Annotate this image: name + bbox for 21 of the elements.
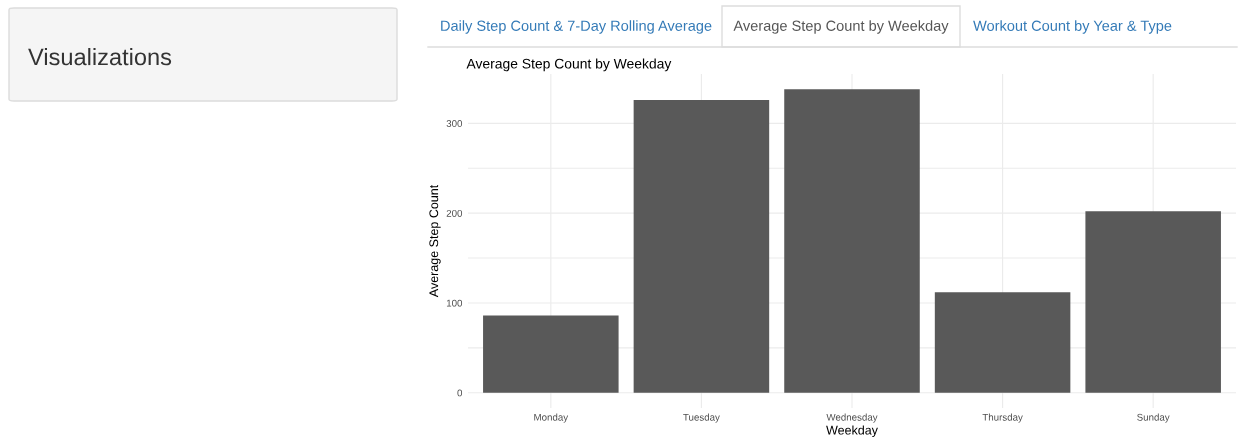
x-tick-label: Sunday	[1137, 413, 1170, 423]
bar	[784, 89, 920, 393]
x-tick-label: Monday	[534, 413, 569, 423]
text: Average Step Count by Weekday	[733, 20, 949, 34]
text: Visualizations	[28, 48, 172, 66]
x-axis-title: Weekday	[826, 425, 878, 438]
chart-title: Average Step Count by Weekday	[466, 58, 672, 72]
y-tick-label: 0	[457, 389, 463, 397]
text: Daily Step Count & 7-Day Rolling Average	[441, 20, 712, 34]
x-tick-label: Wednesday	[826, 413, 878, 423]
bar	[483, 315, 619, 393]
bar	[633, 100, 770, 393]
y-axis-title: Average Step Count	[429, 184, 441, 298]
bar	[1085, 211, 1221, 393]
y-tick-label: 100	[446, 299, 463, 307]
x-tick-label: Tuesday	[683, 413, 720, 423]
text: Workout Count by Year & Type	[973, 20, 1172, 34]
bar	[934, 292, 1071, 393]
y-tick-label: 200	[446, 209, 463, 217]
x-tick-label: Thursday	[982, 413, 1023, 423]
y-tick-label: 300	[446, 120, 463, 127]
